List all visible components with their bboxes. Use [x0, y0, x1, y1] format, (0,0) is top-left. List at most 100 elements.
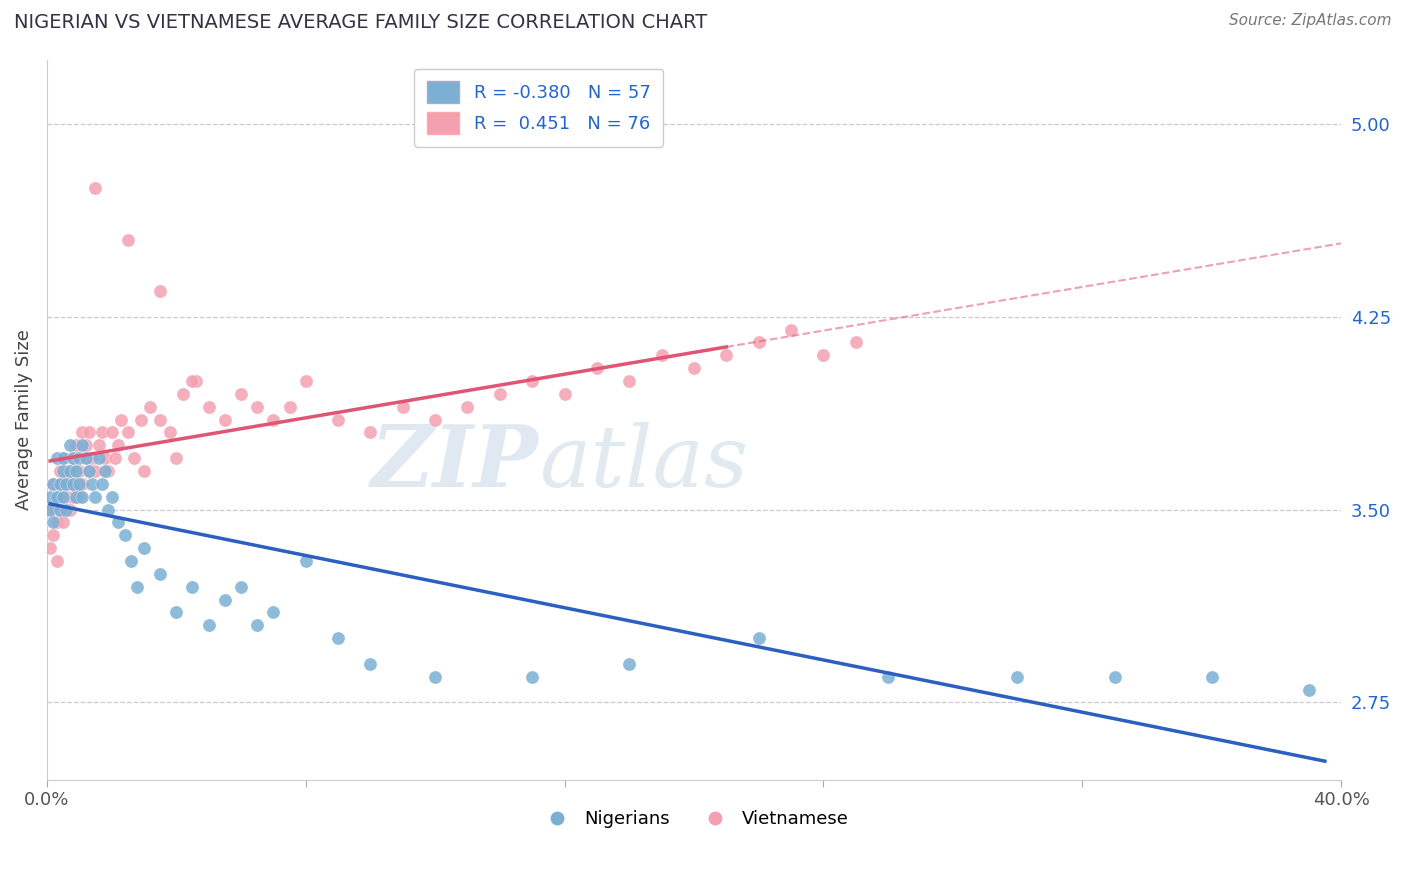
Point: [165, 451, 187, 466]
Point: [45, 451, 67, 466]
Point: [62, 476, 84, 491]
Point: [72, 476, 94, 491]
Point: [55, 476, 77, 491]
Point: [651, 348, 673, 362]
Point: [77, 464, 100, 478]
Point: [748, 631, 770, 645]
Point: [65, 438, 87, 452]
Point: [149, 412, 172, 426]
Point: [1007, 670, 1029, 684]
Point: [65, 476, 87, 491]
Point: [326, 631, 349, 645]
Point: [49, 464, 72, 478]
Point: [62, 490, 84, 504]
Point: [278, 400, 301, 414]
Point: [132, 464, 155, 478]
Legend: Nigerians, Vietnamese: Nigerians, Vietnamese: [531, 803, 856, 836]
Point: [49, 502, 72, 516]
Point: [52, 516, 75, 530]
Point: [65, 490, 87, 504]
Point: [139, 400, 162, 414]
Point: [229, 580, 252, 594]
Point: [39, 502, 62, 516]
Point: [84, 464, 107, 478]
Point: [1104, 670, 1126, 684]
Point: [359, 657, 381, 671]
Point: [45, 516, 67, 530]
Point: [114, 528, 136, 542]
Point: [49, 476, 72, 491]
Point: [42, 476, 65, 491]
Point: [84, 490, 107, 504]
Point: [72, 438, 94, 452]
Point: [42, 528, 65, 542]
Point: [877, 670, 900, 684]
Point: [94, 451, 117, 466]
Point: [55, 502, 77, 516]
Text: Source: ZipAtlas.com: Source: ZipAtlas.com: [1229, 13, 1392, 29]
Point: [294, 374, 316, 388]
Point: [84, 181, 107, 195]
Point: [67, 490, 90, 504]
Point: [77, 425, 100, 440]
Text: atlas: atlas: [538, 422, 748, 504]
Point: [52, 451, 75, 466]
Point: [58, 438, 80, 452]
Point: [49, 502, 72, 516]
Point: [456, 400, 478, 414]
Point: [423, 670, 446, 684]
Point: [246, 400, 269, 414]
Point: [262, 412, 284, 426]
Point: [214, 412, 236, 426]
Point: [262, 606, 284, 620]
Point: [72, 425, 94, 440]
Point: [39, 502, 62, 516]
Point: [129, 412, 152, 426]
Point: [100, 490, 122, 504]
Point: [127, 580, 149, 594]
Point: [586, 361, 609, 376]
Point: [619, 657, 641, 671]
Point: [107, 516, 129, 530]
Point: [58, 464, 80, 478]
Point: [87, 451, 110, 466]
Point: [181, 374, 204, 388]
Point: [90, 476, 112, 491]
Point: [149, 566, 172, 581]
Point: [55, 490, 77, 504]
Point: [52, 451, 75, 466]
Point: [845, 335, 868, 350]
Point: [359, 425, 381, 440]
Point: [72, 490, 94, 504]
Point: [294, 554, 316, 568]
Point: [522, 670, 544, 684]
Point: [110, 412, 132, 426]
Point: [87, 438, 110, 452]
Point: [45, 490, 67, 504]
Point: [117, 233, 139, 247]
Point: [423, 412, 446, 426]
Point: [45, 490, 67, 504]
Point: [75, 451, 97, 466]
Text: ZIP: ZIP: [371, 421, 538, 505]
Point: [122, 451, 145, 466]
Point: [67, 476, 90, 491]
Point: [683, 361, 706, 376]
Point: [214, 592, 236, 607]
Point: [229, 387, 252, 401]
Point: [104, 451, 127, 466]
Point: [67, 464, 90, 478]
Point: [90, 425, 112, 440]
Point: [554, 387, 576, 401]
Point: [39, 490, 62, 504]
Point: [165, 606, 187, 620]
Point: [65, 464, 87, 478]
Point: [326, 412, 349, 426]
Point: [197, 400, 219, 414]
Point: [489, 387, 512, 401]
Point: [67, 451, 90, 466]
Point: [97, 502, 120, 516]
Point: [748, 335, 770, 350]
Point: [55, 464, 77, 478]
Point: [813, 348, 835, 362]
